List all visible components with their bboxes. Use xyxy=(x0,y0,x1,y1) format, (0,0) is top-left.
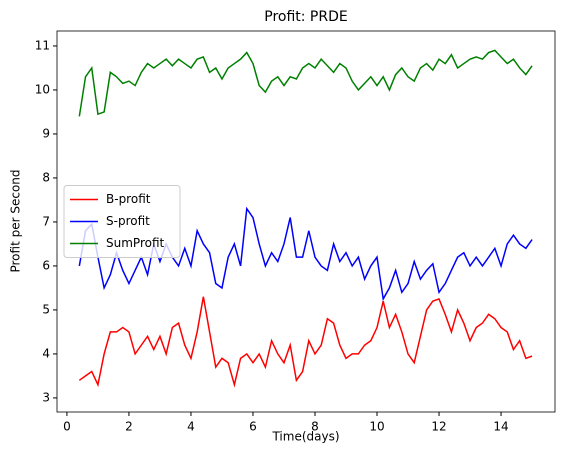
plot-frame xyxy=(56,30,556,413)
x-tick-label: 4 xyxy=(187,420,195,434)
y-axis-label: Profit per Second xyxy=(9,169,23,272)
x-tick-label: 8 xyxy=(311,420,319,434)
x-tick-label: 2 xyxy=(125,420,133,434)
series-line xyxy=(78,296,533,388)
legend-box xyxy=(63,185,181,258)
y-tick-label: 7 xyxy=(42,214,50,228)
legend-label: S-profit xyxy=(106,214,150,228)
x-tick-label: 12 xyxy=(431,420,446,434)
x-tick-label: 10 xyxy=(369,420,384,434)
y-tick-label: 5 xyxy=(42,302,50,316)
x-tick-label: 0 xyxy=(63,420,71,434)
chart-title: Profit: PRDE xyxy=(264,9,347,25)
y-tick-label: 9 xyxy=(42,126,50,140)
y-tick-label: 4 xyxy=(42,346,50,360)
series-line xyxy=(78,49,533,117)
y-tick-label: 8 xyxy=(42,170,50,184)
legend-label: SumProfit xyxy=(106,236,165,250)
x-axis-label: Time(days) xyxy=(271,430,339,444)
x-tick-label: 14 xyxy=(493,420,508,434)
x-tick-label: 6 xyxy=(249,420,257,434)
y-tick-label: 6 xyxy=(42,258,50,272)
legend-label: B-profit xyxy=(106,192,151,206)
y-tick-label: 11 xyxy=(35,38,50,52)
y-tick-label: 10 xyxy=(35,82,50,96)
y-tick-label: 3 xyxy=(42,390,50,404)
